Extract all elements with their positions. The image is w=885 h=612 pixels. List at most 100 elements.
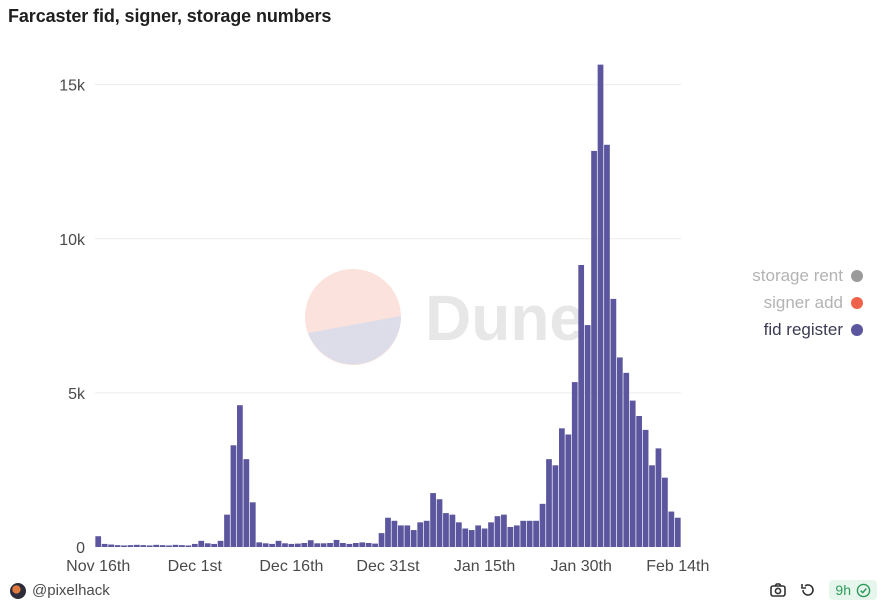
legend-item-fid-register[interactable]: fid register bbox=[764, 319, 863, 341]
legend-label: signer add bbox=[763, 293, 843, 312]
bar-fid-register[interactable] bbox=[662, 477, 668, 547]
bar-fid-register[interactable] bbox=[153, 544, 160, 547]
bar-fid-register[interactable] bbox=[204, 543, 211, 547]
bar-fid-register[interactable] bbox=[455, 522, 462, 547]
bar-fid-register[interactable] bbox=[372, 543, 378, 547]
bar-fid-register[interactable] bbox=[488, 522, 494, 547]
bar-fid-register[interactable] bbox=[674, 517, 681, 547]
bar-fid-register[interactable] bbox=[526, 520, 533, 547]
bar-fid-register[interactable] bbox=[501, 514, 507, 547]
bar-fid-register[interactable] bbox=[430, 493, 436, 547]
bar-fid-register[interactable] bbox=[95, 536, 102, 547]
bar-fid-register[interactable] bbox=[642, 429, 649, 547]
bar-fid-register[interactable] bbox=[365, 542, 372, 547]
bar-fid-register[interactable] bbox=[282, 543, 288, 547]
bar-fid-register[interactable] bbox=[127, 545, 134, 547]
bar-fid-register[interactable] bbox=[211, 543, 217, 547]
bar-fid-register[interactable] bbox=[513, 525, 520, 547]
bar-fid-register[interactable] bbox=[449, 514, 456, 547]
bar-fid-register[interactable] bbox=[172, 544, 179, 547]
bar-fid-register[interactable] bbox=[301, 542, 308, 547]
bar-fid-register[interactable] bbox=[417, 522, 424, 547]
bar-fid-register[interactable] bbox=[133, 544, 140, 547]
bar-fid-register[interactable] bbox=[410, 530, 417, 547]
bar-fid-register[interactable] bbox=[597, 64, 604, 547]
bar-fid-register[interactable] bbox=[275, 540, 282, 547]
camera-icon[interactable] bbox=[769, 581, 787, 599]
author[interactable]: @pixelhack bbox=[10, 582, 110, 599]
bar-fid-register[interactable] bbox=[436, 499, 443, 547]
bar-fid-register[interactable] bbox=[352, 542, 359, 547]
bar-fid-register[interactable] bbox=[385, 517, 391, 547]
bar-fid-register[interactable] bbox=[629, 400, 636, 547]
bar-fid-register[interactable] bbox=[269, 543, 275, 547]
bar-fid-register[interactable] bbox=[565, 434, 572, 548]
bar-fid-register[interactable] bbox=[114, 545, 121, 547]
bar-fid-register[interactable] bbox=[539, 503, 546, 547]
bar-fid-register[interactable] bbox=[462, 528, 469, 547]
bar-fid-register[interactable] bbox=[649, 465, 655, 547]
bar-fid-register[interactable] bbox=[191, 543, 198, 547]
bar-fid-register[interactable] bbox=[146, 545, 153, 547]
legend-item-signer-add[interactable]: signer add bbox=[764, 292, 863, 314]
bar-fid-register[interactable] bbox=[443, 513, 449, 547]
bar-fid-register[interactable] bbox=[533, 520, 539, 547]
refresh-icon[interactable] bbox=[799, 581, 817, 599]
freshness-badge[interactable]: 9h bbox=[829, 580, 877, 600]
bar-fid-register[interactable] bbox=[140, 545, 147, 547]
bar-fid-register[interactable] bbox=[604, 144, 610, 547]
bar-fid-register[interactable] bbox=[552, 465, 559, 547]
bar-fid-register[interactable] bbox=[475, 525, 482, 547]
avatar bbox=[10, 582, 26, 599]
bar-fid-register[interactable] bbox=[636, 416, 643, 547]
bar-fid-register[interactable] bbox=[616, 357, 623, 547]
bar-fid-register[interactable] bbox=[314, 543, 321, 547]
bar-fid-register[interactable] bbox=[198, 540, 205, 547]
bar-fid-register[interactable] bbox=[591, 150, 597, 547]
bar-fid-register[interactable] bbox=[481, 528, 488, 547]
bar-fid-register[interactable] bbox=[256, 542, 263, 547]
bar-fid-register[interactable] bbox=[159, 545, 166, 547]
bar-fid-register[interactable] bbox=[243, 459, 250, 547]
bar-fid-register[interactable] bbox=[507, 526, 514, 547]
bar-fid-register[interactable] bbox=[584, 325, 591, 547]
bar-fid-register[interactable] bbox=[391, 520, 398, 547]
bar-fid-register[interactable] bbox=[404, 525, 411, 547]
bar-fid-register[interactable] bbox=[217, 540, 224, 547]
bar-fid-register[interactable] bbox=[668, 511, 675, 547]
bar-fid-register[interactable] bbox=[294, 543, 301, 547]
bar-fid-register[interactable] bbox=[288, 543, 295, 547]
bar-fid-register[interactable] bbox=[578, 264, 585, 547]
legend-item-storage-rent[interactable]: storage rent bbox=[752, 265, 863, 287]
bar-fid-register[interactable] bbox=[378, 533, 385, 547]
bar-fid-register[interactable] bbox=[101, 543, 108, 547]
bar-fid-register[interactable] bbox=[179, 545, 185, 547]
bar-fid-register[interactable] bbox=[623, 372, 630, 547]
bar-fid-register[interactable] bbox=[320, 543, 327, 547]
bar-fid-register[interactable] bbox=[571, 382, 578, 547]
bar-fid-register[interactable] bbox=[333, 539, 340, 547]
bar-fid-register[interactable] bbox=[655, 448, 662, 547]
bar-fid-register[interactable] bbox=[237, 405, 243, 547]
bar-fid-register[interactable] bbox=[230, 445, 237, 547]
bar-fid-register[interactable] bbox=[494, 516, 501, 547]
bar-fid-register[interactable] bbox=[108, 544, 114, 547]
bar-fid-register[interactable] bbox=[520, 520, 527, 547]
bar-fid-register[interactable] bbox=[398, 525, 404, 547]
bar-fid-register[interactable] bbox=[224, 514, 230, 547]
bar-fid-register[interactable] bbox=[546, 459, 552, 547]
bar-fid-register[interactable] bbox=[185, 545, 192, 547]
bar-fid-register[interactable] bbox=[307, 540, 314, 547]
bar-fid-register[interactable] bbox=[262, 543, 269, 547]
bar-fid-register[interactable] bbox=[327, 542, 333, 547]
bar-fid-register[interactable] bbox=[249, 502, 256, 547]
bar-fid-register[interactable] bbox=[559, 428, 565, 547]
bar-fid-register[interactable] bbox=[423, 520, 430, 547]
bar-fid-register[interactable] bbox=[346, 543, 353, 547]
bar-fid-register[interactable] bbox=[166, 545, 172, 547]
bar-fid-register[interactable] bbox=[121, 545, 127, 547]
bar-fid-register[interactable] bbox=[340, 542, 346, 547]
bar-fid-register[interactable] bbox=[610, 298, 617, 547]
bar-fid-register[interactable] bbox=[359, 542, 366, 547]
bar-fid-register[interactable] bbox=[468, 530, 475, 547]
